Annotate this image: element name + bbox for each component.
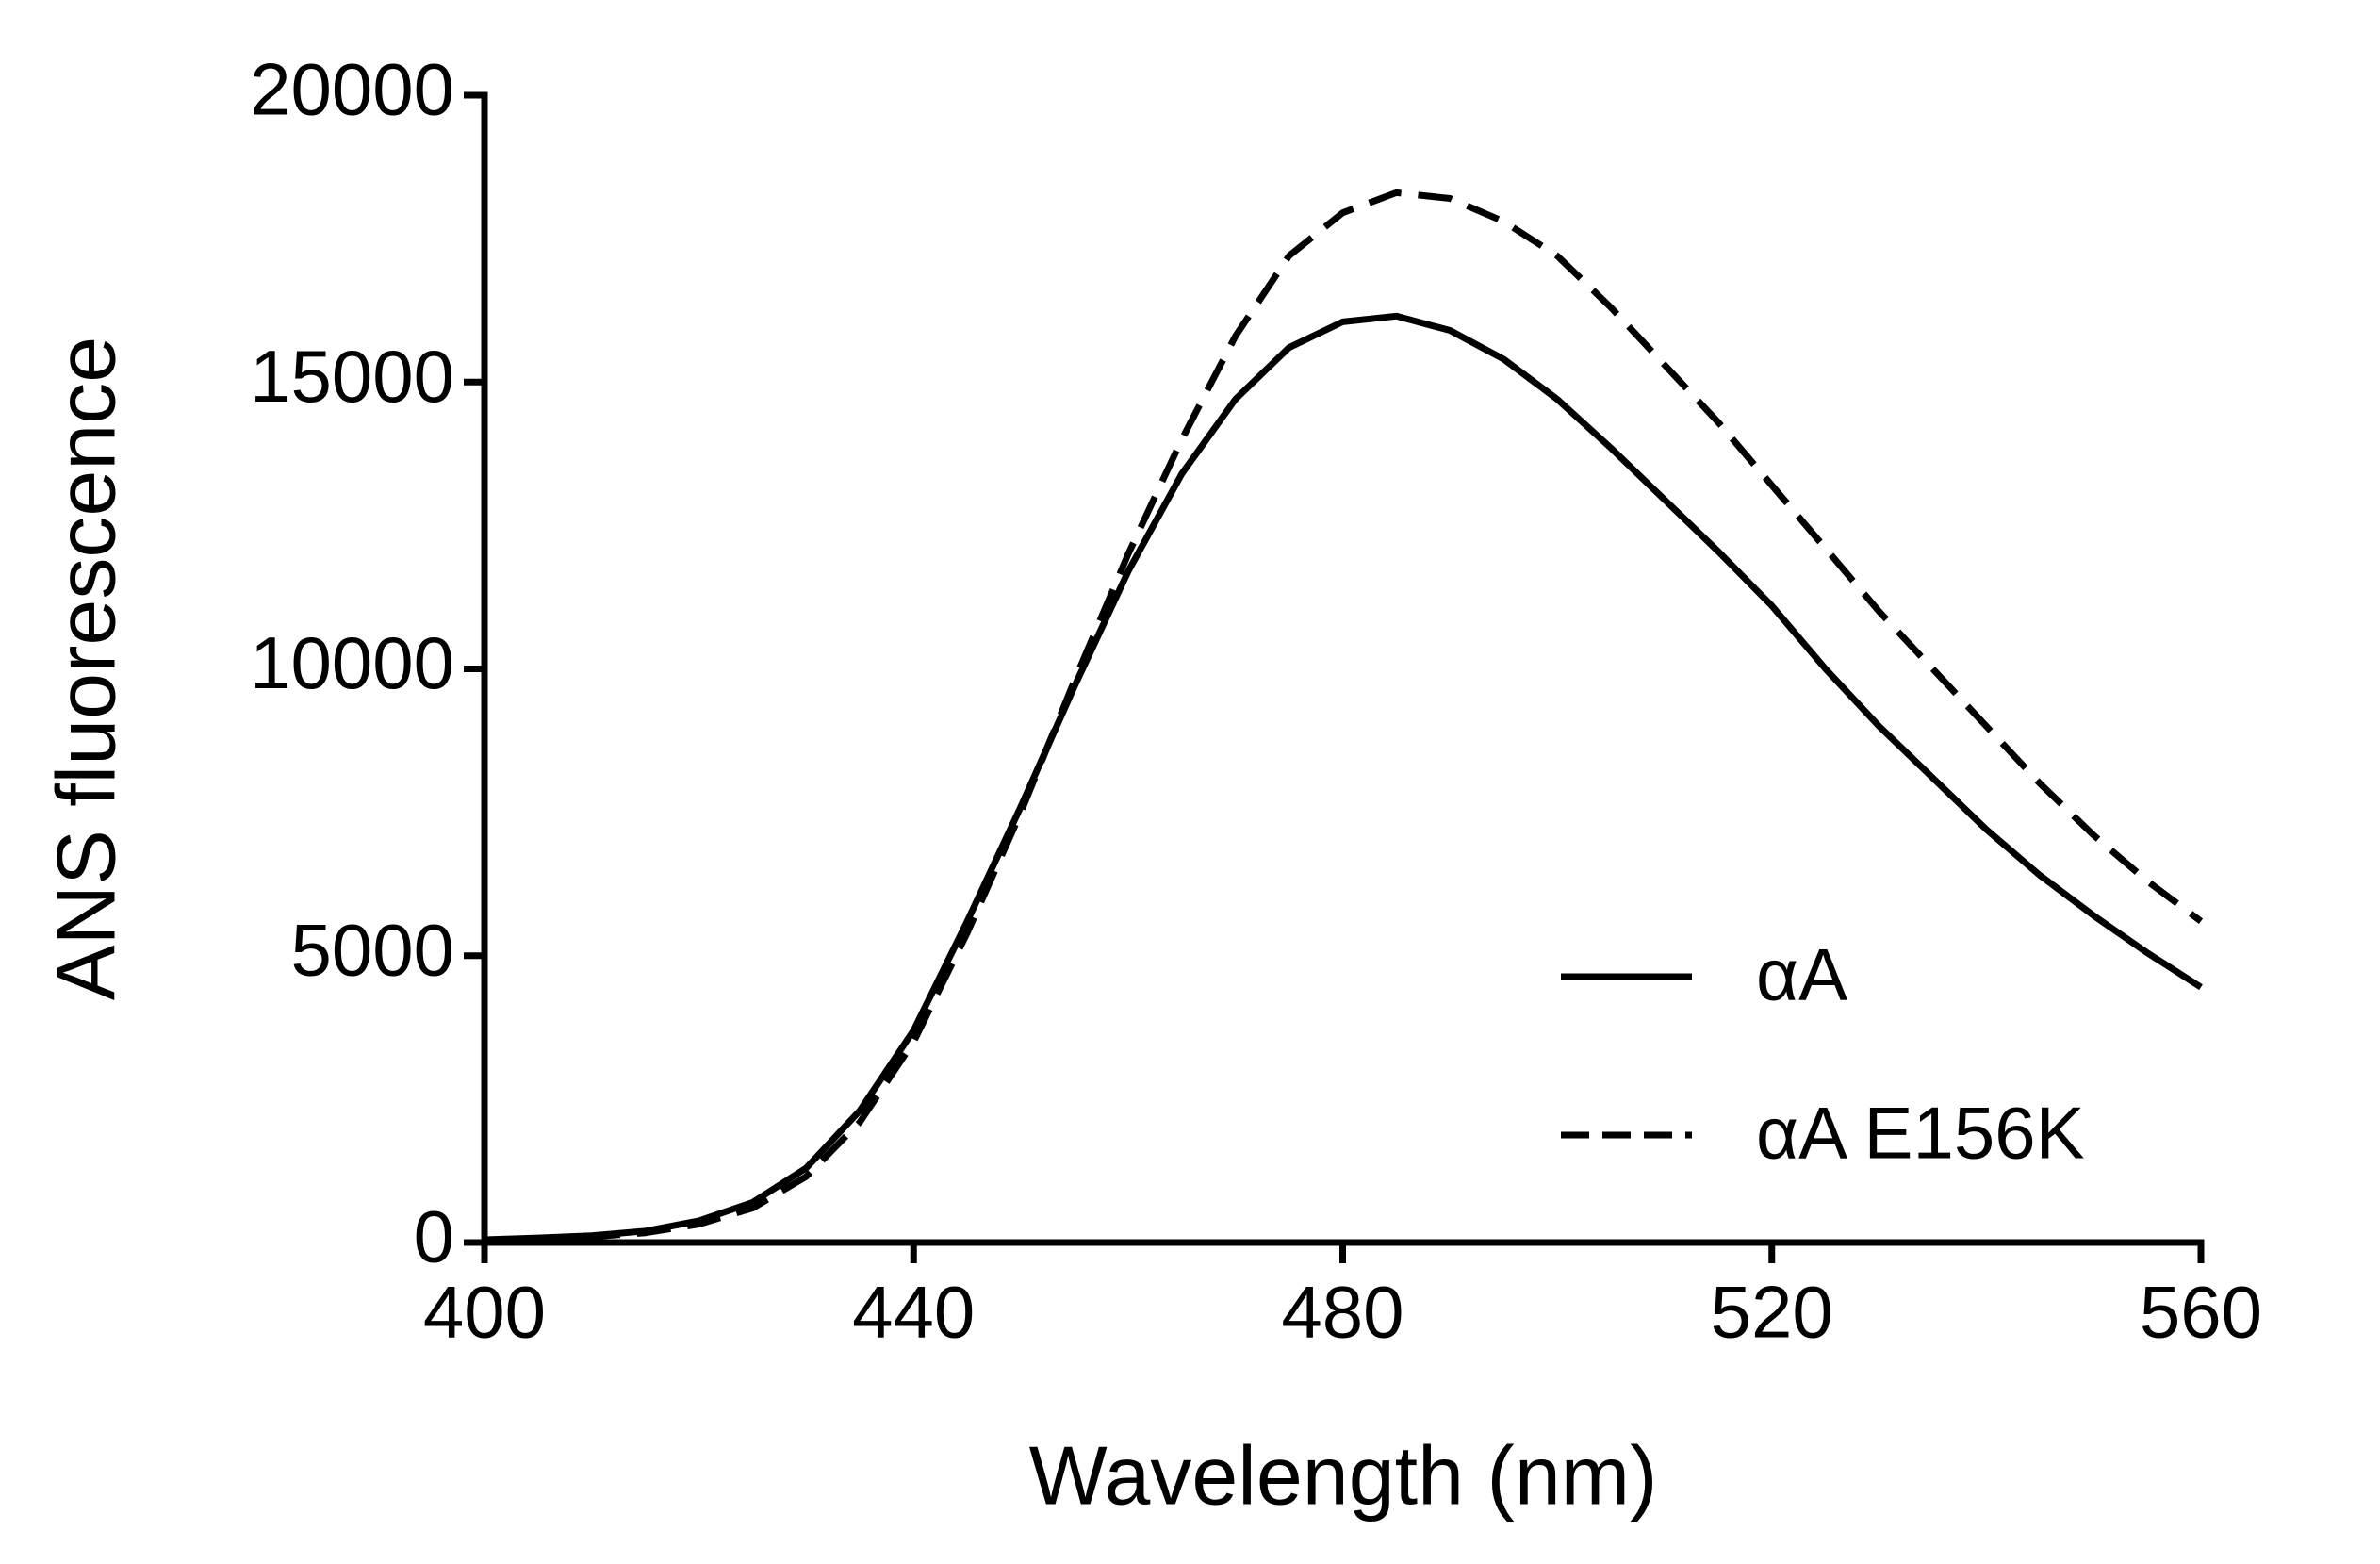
y-tick-label: 0 [414,1195,454,1278]
y-tick-label: 15000 [250,335,454,418]
data-line [484,312,2203,1243]
x-tick-label: 520 [1711,1271,1833,1354]
legend-label: αA [1756,933,1847,1016]
x-tick-label: 400 [423,1271,546,1354]
y-tick-label: 5000 [290,908,454,991]
y-tick-label: 20000 [250,48,454,131]
y-axis-title: ANS fluorescence [39,337,132,1000]
x-tick-label: 440 [852,1271,975,1354]
x-tick-label: 480 [1281,1271,1403,1354]
x-tick-label: 560 [2140,1271,2262,1354]
data-line [484,189,2204,1244]
y-tick-label: 10000 [250,621,454,704]
x-axis-title: Wavelength (nm) [1029,1428,1658,1522]
legend-label: αA E156K [1756,1092,2085,1175]
